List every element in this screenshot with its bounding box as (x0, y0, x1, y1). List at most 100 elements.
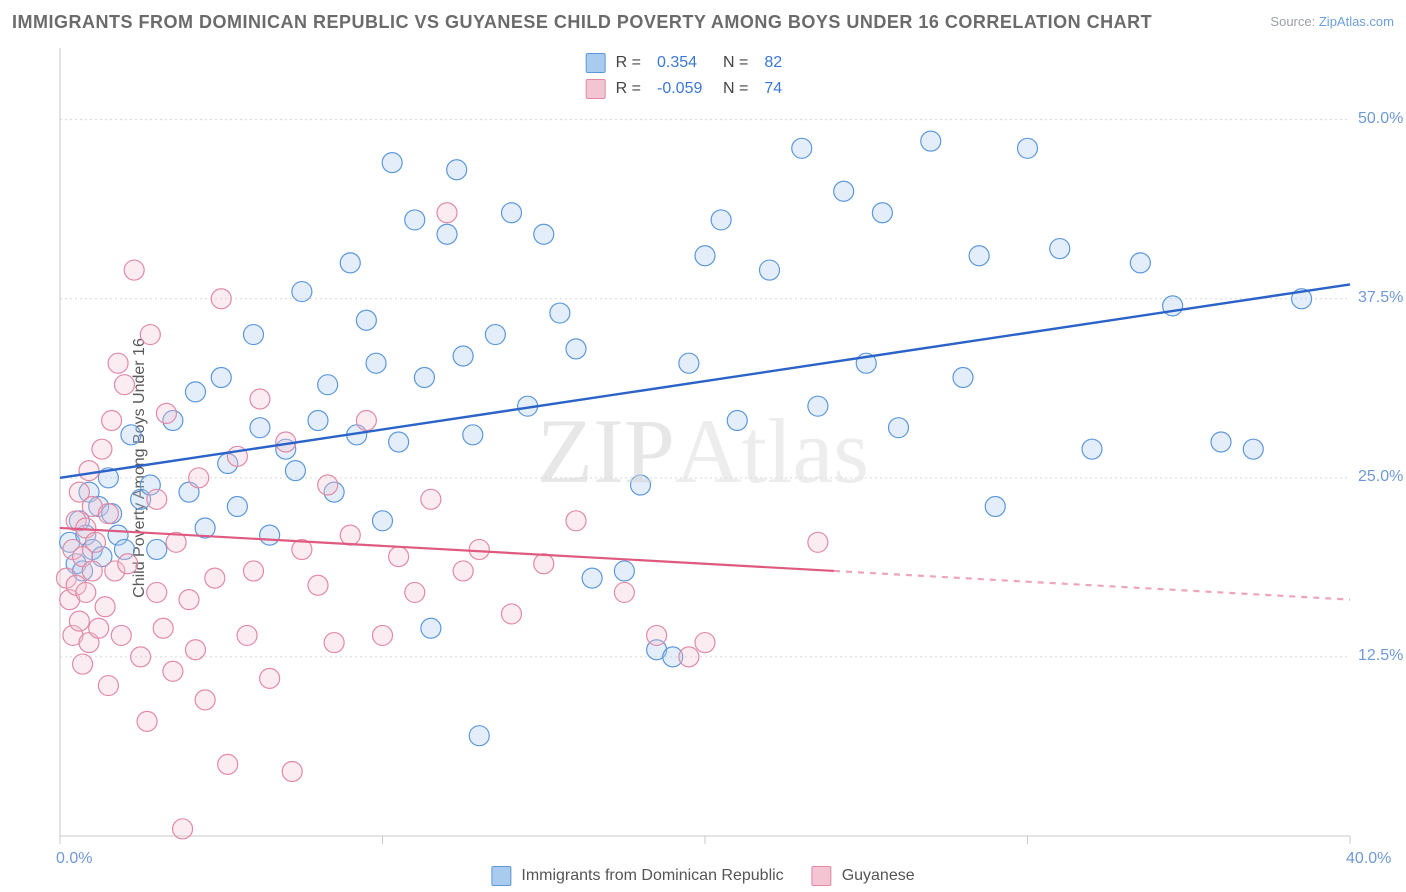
data-point (679, 647, 699, 667)
data-point (366, 353, 386, 373)
data-point (108, 353, 128, 373)
data-point (389, 432, 409, 452)
data-point (485, 325, 505, 345)
data-point (414, 368, 434, 388)
data-point (1130, 253, 1150, 273)
source-label: Source: (1270, 14, 1315, 29)
scatter-chart (0, 44, 1406, 892)
data-point (695, 246, 715, 266)
data-point (679, 353, 699, 373)
r-value: -0.059 (657, 76, 713, 102)
n-value: 74 (764, 76, 820, 102)
data-point (985, 496, 1005, 516)
data-point (92, 439, 112, 459)
data-point (260, 668, 280, 688)
data-point (373, 625, 393, 645)
data-point (147, 489, 167, 509)
data-point (582, 568, 602, 588)
data-point (153, 618, 173, 638)
data-point (102, 411, 122, 431)
source-attribution: Source: ZipAtlas.com (1270, 14, 1394, 29)
n-label: N = (723, 76, 748, 102)
data-point (808, 532, 828, 552)
data-point (921, 131, 941, 151)
data-point (356, 310, 376, 330)
data-point (76, 582, 96, 602)
data-point (447, 160, 467, 180)
data-point (218, 754, 238, 774)
r-label: R = (616, 50, 641, 76)
data-point (98, 676, 118, 696)
data-point (69, 611, 89, 631)
data-point (1211, 432, 1231, 452)
data-point (953, 368, 973, 388)
data-point (147, 582, 167, 602)
legend-label: Guyanese (842, 867, 915, 885)
data-point (872, 203, 892, 223)
r-label: R = (616, 76, 641, 102)
data-point (453, 561, 473, 581)
legend-stat-row: R = -0.059 N = 74 (586, 76, 821, 102)
data-point (356, 411, 376, 431)
x-tick-label: 40.0% (1346, 850, 1391, 868)
data-point (340, 525, 360, 545)
legend-swatch (491, 866, 511, 886)
data-point (453, 346, 473, 366)
data-point (318, 375, 338, 395)
data-point (98, 504, 118, 524)
legend-swatch (586, 79, 606, 99)
data-point (95, 597, 115, 617)
data-point (711, 210, 731, 230)
data-point (463, 425, 483, 445)
data-point (173, 819, 193, 839)
data-point (250, 389, 270, 409)
r-value: 0.354 (657, 50, 713, 76)
data-point (308, 411, 328, 431)
data-point (79, 461, 99, 481)
data-point (250, 418, 270, 438)
data-point (318, 475, 338, 495)
data-point (534, 554, 554, 574)
data-point (292, 282, 312, 302)
data-point (308, 575, 328, 595)
data-point (1018, 138, 1038, 158)
data-point (566, 511, 586, 531)
data-point (373, 511, 393, 531)
legend-stat-row: R =0.354N =82 (586, 50, 821, 76)
data-point (389, 547, 409, 567)
data-point (969, 246, 989, 266)
data-point (244, 561, 264, 581)
data-point (727, 411, 747, 431)
data-point (1082, 439, 1102, 459)
data-point (179, 590, 199, 610)
data-point (156, 403, 176, 423)
data-point (550, 303, 570, 323)
data-point (85, 532, 105, 552)
data-point (118, 554, 138, 574)
data-point (211, 289, 231, 309)
data-point (121, 425, 141, 445)
data-point (631, 475, 651, 495)
legend-label: Immigrants from Dominican Republic (521, 867, 783, 885)
legend-item: Immigrants from Dominican Republic (491, 866, 783, 886)
data-point (73, 654, 93, 674)
data-point (760, 260, 780, 280)
data-point (140, 325, 160, 345)
legend-swatch (586, 53, 606, 73)
data-point (340, 253, 360, 273)
data-point (421, 618, 441, 638)
data-point (647, 625, 667, 645)
y-tick-label: 37.5% (1358, 289, 1406, 307)
n-label: N = (723, 50, 748, 76)
data-point (111, 625, 131, 645)
data-point (502, 604, 522, 624)
data-point (534, 224, 554, 244)
data-point (244, 325, 264, 345)
data-point (421, 489, 441, 509)
source-link[interactable]: ZipAtlas.com (1319, 14, 1394, 29)
data-point (282, 762, 302, 782)
data-point (405, 582, 425, 602)
data-point (89, 618, 109, 638)
data-point (137, 711, 157, 731)
data-point (82, 561, 102, 581)
